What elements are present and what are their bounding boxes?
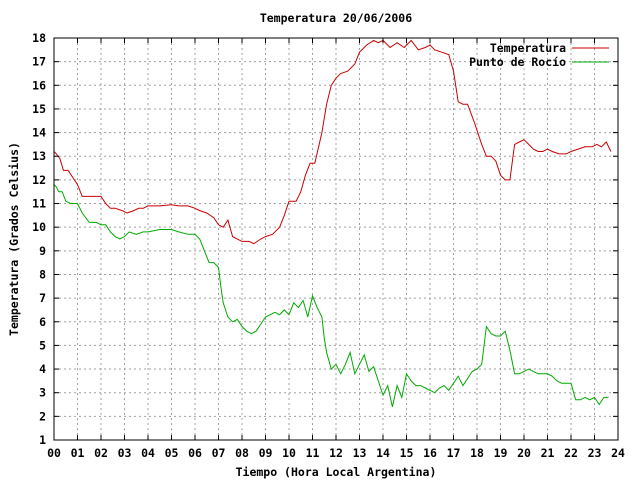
x-tick-label: 20 xyxy=(517,446,531,460)
x-tick-label: 11 xyxy=(306,446,320,460)
x-tick-label: 09 xyxy=(259,446,273,460)
x-tick-label: 13 xyxy=(353,446,367,460)
x-tick-label: 21 xyxy=(541,446,555,460)
series-temperatura xyxy=(53,39,612,245)
y-tick-label: 4 xyxy=(39,362,46,376)
y-tick-label: 17 xyxy=(32,55,46,69)
x-tick-label: 02 xyxy=(94,446,108,460)
chart-title: Temperatura 20/06/2006 xyxy=(260,11,412,25)
y-tick-label: 12 xyxy=(32,173,46,187)
x-tick-label: 01 xyxy=(71,446,85,460)
x-tick-label: 08 xyxy=(235,446,249,460)
x-tick-label: 04 xyxy=(141,446,155,460)
y-tick-label: 14 xyxy=(32,126,46,140)
y-tick-label: 13 xyxy=(32,149,46,163)
x-tick-label: 06 xyxy=(188,446,202,460)
x-tick-label: 10 xyxy=(282,446,296,460)
y-tick-label: 2 xyxy=(39,409,46,423)
x-tick-label: 14 xyxy=(376,446,390,460)
series-line xyxy=(53,184,609,408)
series-line xyxy=(53,39,612,245)
y-tick-label: 8 xyxy=(39,267,46,281)
y-tick-label: 7 xyxy=(39,291,46,305)
y-tick-label: 5 xyxy=(39,338,46,352)
x-tick-label: 24 xyxy=(611,446,625,460)
series-punto-de-rocio xyxy=(53,184,609,408)
x-tick-label: 00 xyxy=(47,446,61,460)
y-tick-label: 3 xyxy=(39,386,46,400)
x-tick-label: 16 xyxy=(423,446,437,460)
x-tick-label: 19 xyxy=(494,446,508,460)
x-tick-label: 18 xyxy=(470,446,484,460)
y-tick-label: 18 xyxy=(32,31,46,45)
y-tick-label: 9 xyxy=(39,244,46,258)
x-tick-label: 15 xyxy=(400,446,414,460)
y-tick-label: 6 xyxy=(39,315,46,329)
x-tick-label: 03 xyxy=(118,446,132,460)
x-tick-label: 12 xyxy=(329,446,343,460)
legend-label: Punto de Rocío xyxy=(469,55,566,69)
y-axis-label: Temperatura (Grados Celsius) xyxy=(7,142,21,336)
x-tick-label: 07 xyxy=(212,446,226,460)
y-tick-label: 10 xyxy=(32,220,46,234)
legend-label: Temperatura xyxy=(490,41,566,55)
x-tick-label: 05 xyxy=(165,446,179,460)
plot-series xyxy=(53,39,612,408)
y-tick-label: 16 xyxy=(32,78,46,92)
x-tick-label: 22 xyxy=(564,446,578,460)
x-axis: 00 01 02 03 04 05 06 07 08 09 10 11 12 13 14 15 16 17 18 19… xyxy=(47,38,625,460)
x-axis-label: Tiempo (Hora Local Argentina) xyxy=(236,465,437,479)
y-tick-label: 1 xyxy=(39,433,46,447)
y-tick-label: 11 xyxy=(32,197,46,211)
x-tick-label: 17 xyxy=(447,446,461,460)
y-tick-label: 15 xyxy=(32,102,46,116)
grid xyxy=(54,38,618,440)
x-tick-label: 23 xyxy=(588,446,602,460)
